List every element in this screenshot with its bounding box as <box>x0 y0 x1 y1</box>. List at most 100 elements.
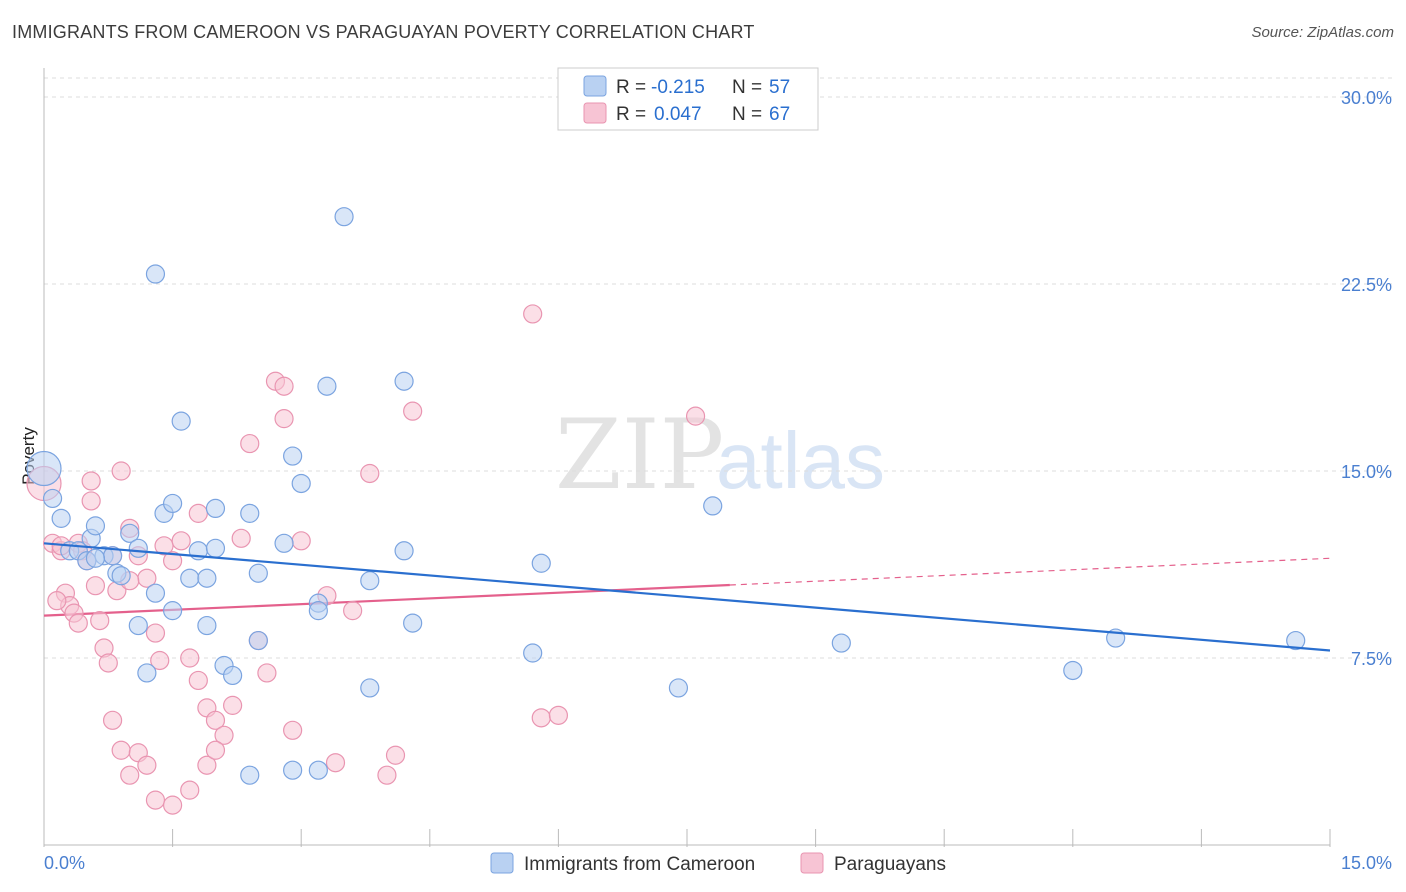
paraguayans-point-60 <box>81 491 101 511</box>
paraguayans-point-20 <box>145 623 166 643</box>
paraguayans-point-28 <box>214 725 234 745</box>
cameroon-point-30 <box>145 264 166 284</box>
cameroon-point-31 <box>360 571 380 591</box>
paraguayans-point-42 <box>385 745 406 765</box>
paraguayans-point-31 <box>240 433 260 454</box>
paraguayans-point-25 <box>188 670 208 691</box>
cameroon-point-21 <box>205 498 226 518</box>
cameroon-point-35 <box>403 613 423 633</box>
paraguayans-point-27 <box>205 710 226 730</box>
paraguayans-point-41 <box>377 765 397 785</box>
paraguayans-point-38 <box>325 753 346 773</box>
cameroon-point-36 <box>128 615 148 636</box>
cameroon-point-50 <box>668 678 689 698</box>
watermark: ZIP atlas <box>555 399 885 511</box>
points-paraguayans <box>26 304 706 815</box>
legend-n-value-1: 57 <box>769 77 790 98</box>
paraguayans-point-54 <box>163 795 183 815</box>
paraguayans-point-43 <box>403 401 423 421</box>
legend-r-label-1: R = <box>616 77 646 98</box>
cameroon-point-47 <box>531 553 551 573</box>
cameroon-point-51 <box>831 633 851 653</box>
cameroon-point-29 <box>334 207 354 227</box>
paraguayans-point-23 <box>171 531 191 551</box>
cameroon-point-7 <box>85 516 106 536</box>
paraguayans-point-11 <box>90 610 110 631</box>
legend-n-label-1: N = <box>732 77 762 98</box>
paraguayans-point-47 <box>685 406 706 426</box>
paraguayans-point-37 <box>291 531 311 551</box>
legend-n-value-2: 67 <box>769 104 790 125</box>
paraguayans-point-62 <box>163 551 183 571</box>
x-tick-label-1: 15.0% <box>1341 853 1392 873</box>
cameroon-point-44 <box>240 765 260 785</box>
paraguayans-point-49 <box>111 740 131 760</box>
paraguayans-point-66 <box>188 503 208 523</box>
paraguayans-point-13 <box>98 653 118 673</box>
series-legend-label-cameroon: Immigrants from Cameroon <box>524 854 755 875</box>
cameroon-point-24 <box>248 563 268 583</box>
paraguayans-point-56 <box>197 755 217 775</box>
paraguayans-point-24 <box>180 648 200 668</box>
cameroon-point-49 <box>703 496 723 516</box>
cameroon-point-0 <box>26 450 62 487</box>
cameroon-point-38 <box>163 601 183 621</box>
cameroon-point-20 <box>197 568 217 588</box>
paraguayans-point-46 <box>548 705 569 725</box>
cameroon-point-45 <box>283 760 303 780</box>
paraguayans-point-36 <box>283 720 303 740</box>
cameroon-point-43 <box>360 678 380 698</box>
cameroon-point-42 <box>240 503 260 523</box>
paraguayans-point-35 <box>274 409 294 429</box>
legend-r-label-2: R = <box>616 104 646 125</box>
gridlines <box>44 77 1392 659</box>
paraguayans-point-52 <box>137 755 157 775</box>
cameroon-point-39 <box>197 615 217 636</box>
paraguayans-point-40 <box>360 463 380 484</box>
cameroon-point-34 <box>274 533 294 553</box>
cameroon-point-40 <box>248 630 268 651</box>
cameroon-point-48 <box>523 643 543 663</box>
y-tick-label-1: 15.0% <box>1341 462 1392 482</box>
source-credit: Source: ZipAtlas.com <box>1251 24 1394 41</box>
cameroon-point-14 <box>145 583 166 603</box>
paraguayans-point-50 <box>120 765 140 785</box>
legend-r-value-2: 0.047 <box>654 104 702 125</box>
cameroon-point-17 <box>171 411 191 431</box>
series-legend-label-paraguayans: Paraguayans <box>834 854 946 875</box>
series-legend: Immigrants from Cameroon Paraguayans <box>490 852 946 875</box>
paraguayans-point-33 <box>257 663 277 683</box>
y-tick-label-2: 22.5% <box>1341 275 1392 295</box>
legend-swatch-cameroon <box>583 75 607 97</box>
cameroon-point-11 <box>111 566 131 586</box>
legend-n-label-2: N = <box>732 104 762 125</box>
cameroon-point-23 <box>223 665 243 686</box>
cameroon-point-18 <box>180 568 200 588</box>
paraguayans-point-9 <box>81 471 101 491</box>
paraguayans-point-44 <box>523 304 543 324</box>
points-cameroon <box>26 207 1306 785</box>
cameroon-point-52 <box>1063 660 1083 681</box>
paraguayans-point-21 <box>150 650 170 671</box>
paraguayans-point-16 <box>111 461 131 481</box>
paraguayans-point-55 <box>180 780 200 800</box>
cameroon-point-54 <box>1286 630 1306 651</box>
watermark-atlas: atlas <box>716 416 885 505</box>
paraguayans-point-29 <box>223 695 243 715</box>
cameroon-point-25 <box>283 446 303 466</box>
paraguayans-point-63 <box>274 376 294 396</box>
cameroon-point-2 <box>51 508 71 528</box>
cameroon-point-13 <box>128 538 148 558</box>
paraguayans-point-57 <box>205 740 226 760</box>
legend-swatch-paraguayans <box>583 102 607 124</box>
tick-labels: 7.5% 15.0% 22.5% 30.0% 0.0% 15.0% <box>44 88 1392 873</box>
x-tick-label-0: 0.0% <box>44 853 85 873</box>
paraguayans-point-45 <box>531 708 551 728</box>
paraguayans-point-59 <box>68 613 88 633</box>
cameroon-point-32 <box>394 541 414 561</box>
series-legend-swatch-paraguayans <box>800 852 824 874</box>
trendline-cameroon <box>43 542 1331 652</box>
legend-r-value-1: -0.215 <box>651 77 705 98</box>
correlation-legend: R = -0.215 N = 57 R = 0.047 N = 67 <box>557 67 819 131</box>
